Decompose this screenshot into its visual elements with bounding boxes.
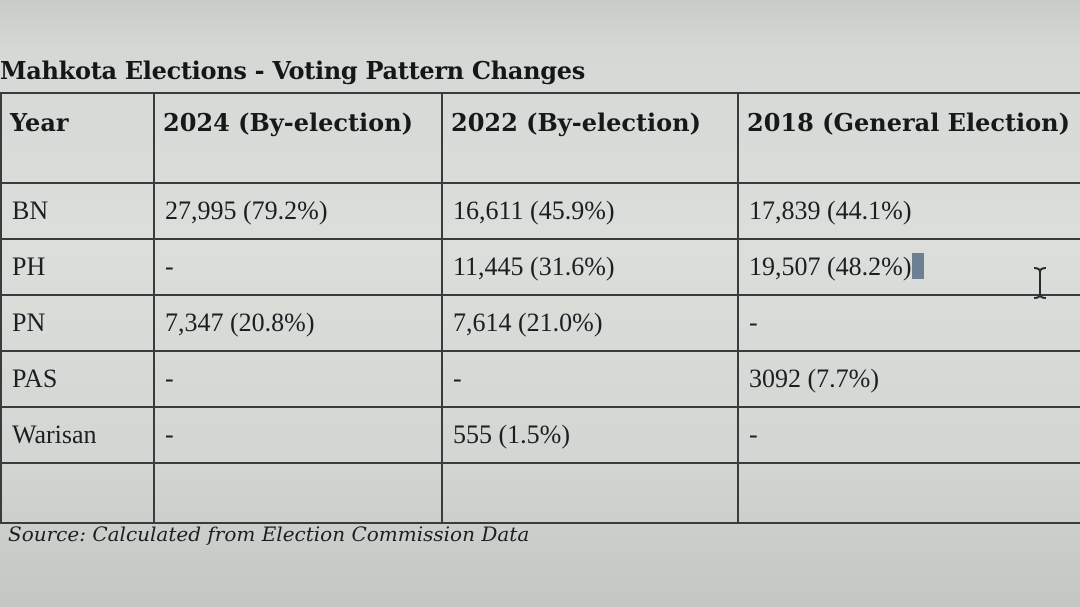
table-row: PAS - - 3092 (7.7%) <box>0 350 1080 408</box>
empty-cell[interactable] <box>441 462 739 524</box>
row-party-pas[interactable]: PAS <box>0 350 155 408</box>
cell-bn-2022[interactable]: 16,611 (45.9%) <box>441 182 739 240</box>
cell-pas-2022[interactable]: - <box>441 350 739 408</box>
empty-cell[interactable] <box>737 462 1080 524</box>
cell-ph-2018-container[interactable]: 19,507 (48.2%) <box>737 238 1080 296</box>
row-party-warisan[interactable]: Warisan <box>0 406 155 464</box>
cell-pn-2022[interactable]: 7,614 (21.0%) <box>441 294 739 352</box>
table-header-row: Year 2024 (By-election) 2022 (By-electio… <box>0 92 1080 184</box>
table-row: Warisan - 555 (1.5%) - <box>0 406 1080 464</box>
cell-warisan-2018[interactable]: - <box>737 406 1080 464</box>
source-note: Source: Calculated from Election Commiss… <box>8 522 530 546</box>
row-party-pn[interactable]: PN <box>0 294 155 352</box>
table-row: PH - 11,445 (31.6%) 19,507 (48.2%) <box>0 238 1080 296</box>
cell-pn-2024[interactable]: 7,347 (20.8%) <box>153 294 443 352</box>
table-row: PN 7,347 (20.8%) 7,614 (21.0%) - <box>0 294 1080 352</box>
cell-warisan-2022[interactable]: 555 (1.5%) <box>441 406 739 464</box>
cell-pn-2018[interactable]: - <box>737 294 1080 352</box>
table-title: Mahkota Elections - Voting Pattern Chang… <box>0 56 585 85</box>
header-2024[interactable]: 2024 (By-election) <box>153 92 443 184</box>
header-year[interactable]: Year <box>0 92 155 184</box>
cell-pas-2018[interactable]: 3092 (7.7%) <box>737 350 1080 408</box>
empty-cell[interactable] <box>0 462 155 524</box>
cell-bn-2018[interactable]: 17,839 (44.1%) <box>737 182 1080 240</box>
cell-bn-2024[interactable]: 27,995 (79.2%) <box>153 182 443 240</box>
row-party-bn[interactable]: BN <box>0 182 155 240</box>
cell-warisan-2024[interactable]: - <box>153 406 443 464</box>
cell-ph-2022[interactable]: 11,445 (31.6%) <box>441 238 739 296</box>
cell-pas-2024[interactable]: - <box>153 350 443 408</box>
cell-ph-2018: 19,507 (48.2%) <box>749 252 912 281</box>
election-results-table: Year 2024 (By-election) 2022 (By-electio… <box>0 92 1080 524</box>
empty-cell[interactable] <box>153 462 443 524</box>
table-row: BN 27,995 (79.2%) 16,611 (45.9%) 17,839 … <box>0 182 1080 240</box>
text-insertion-caret-icon <box>912 253 925 279</box>
cell-ph-2024[interactable]: - <box>153 238 443 296</box>
header-2018[interactable]: 2018 (General Election) <box>737 92 1080 184</box>
header-2022[interactable]: 2022 (By-election) <box>441 92 739 184</box>
text-ibeam-cursor-icon <box>1033 267 1047 299</box>
row-party-ph[interactable]: PH <box>0 238 155 296</box>
table-row-empty <box>0 462 1080 524</box>
